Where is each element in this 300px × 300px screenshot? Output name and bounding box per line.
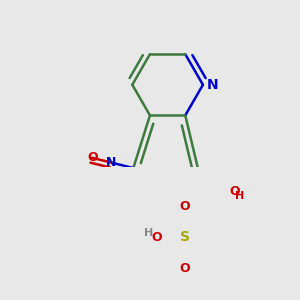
Text: S: S — [180, 230, 190, 244]
Text: H: H — [144, 228, 153, 238]
Text: O: O — [180, 262, 190, 275]
Text: N: N — [207, 78, 218, 92]
Text: O: O — [151, 231, 162, 244]
Text: N: N — [106, 156, 116, 169]
Text: O: O — [180, 200, 190, 212]
Text: O: O — [229, 184, 239, 198]
Text: H: H — [235, 191, 244, 201]
Text: O: O — [88, 151, 98, 164]
